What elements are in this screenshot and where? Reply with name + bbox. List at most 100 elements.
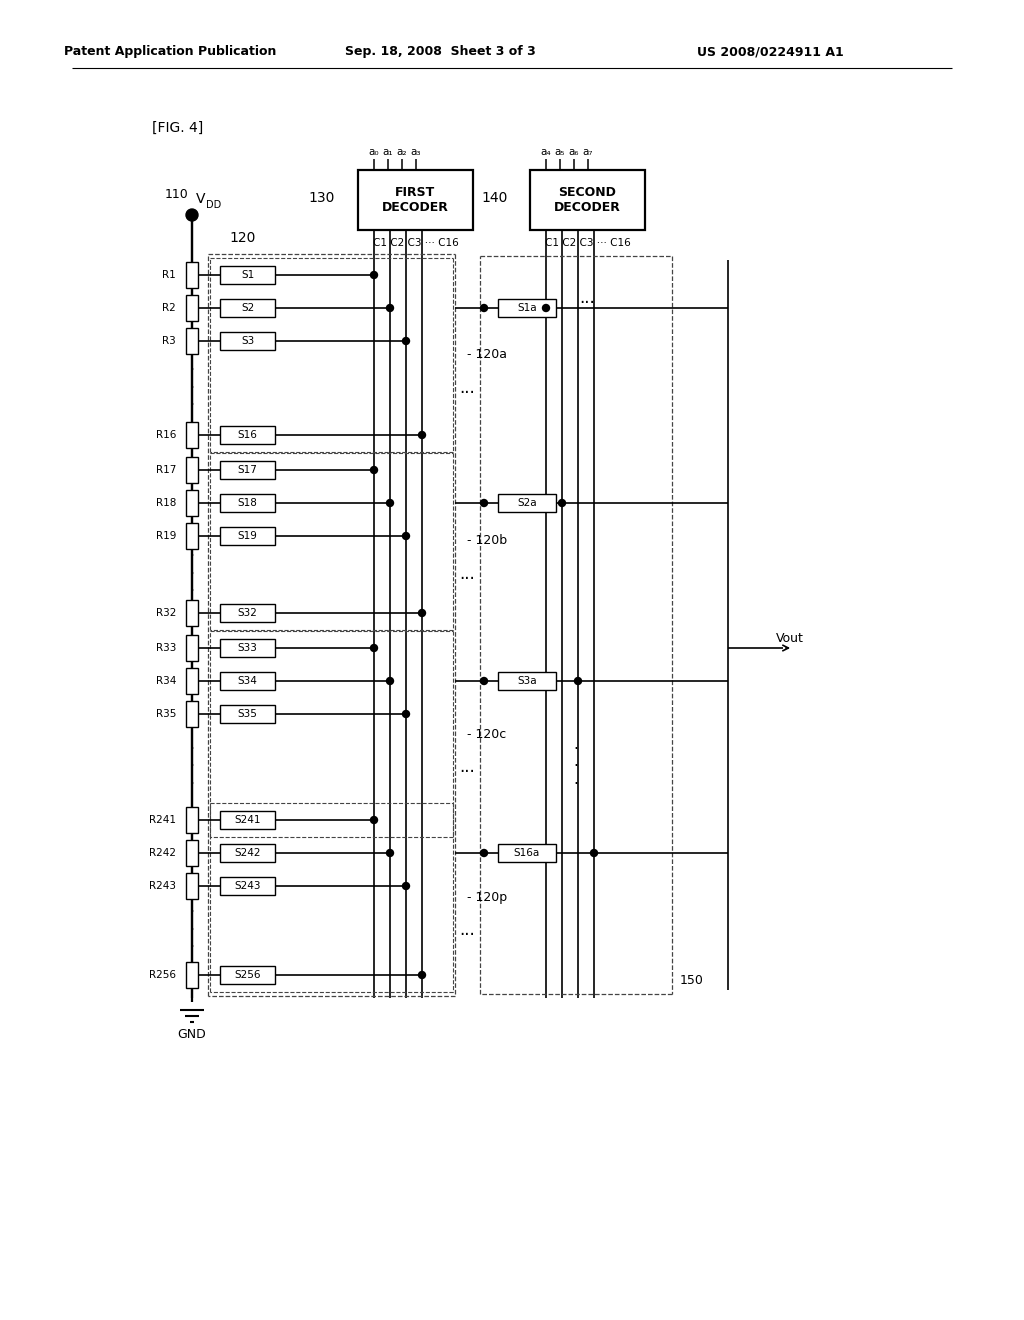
Circle shape xyxy=(386,499,393,507)
Bar xyxy=(530,170,645,230)
Bar xyxy=(186,422,198,447)
Bar xyxy=(220,843,275,862)
Text: R256: R256 xyxy=(150,970,176,979)
Text: a₁: a₁ xyxy=(383,147,393,157)
Text: Vout: Vout xyxy=(776,631,804,644)
Text: S3: S3 xyxy=(241,337,254,346)
Text: R1: R1 xyxy=(162,271,176,280)
Circle shape xyxy=(186,209,198,220)
Bar xyxy=(358,170,473,230)
Bar xyxy=(186,962,198,987)
Text: S1: S1 xyxy=(241,271,254,280)
Bar xyxy=(186,668,198,694)
Text: ·
·
·: · · · xyxy=(189,363,195,413)
Text: a₄: a₄ xyxy=(541,147,551,157)
Text: R19: R19 xyxy=(156,531,176,541)
Text: ·
·
·: · · · xyxy=(189,549,195,599)
Bar xyxy=(220,876,275,895)
Bar xyxy=(220,605,275,622)
Text: ·
·
·: · · · xyxy=(189,906,195,954)
Text: US 2008/0224911 A1: US 2008/0224911 A1 xyxy=(696,45,844,58)
Text: a₆: a₆ xyxy=(568,147,580,157)
Circle shape xyxy=(419,972,426,978)
Text: GND: GND xyxy=(177,1027,207,1040)
Bar xyxy=(498,494,556,512)
Text: 130: 130 xyxy=(308,191,335,205)
Text: R18: R18 xyxy=(156,498,176,508)
Bar xyxy=(186,490,198,516)
Bar xyxy=(220,300,275,317)
Bar xyxy=(186,701,198,727)
Text: 110: 110 xyxy=(164,189,188,202)
Text: - 120b: - 120b xyxy=(467,535,507,548)
Bar xyxy=(220,672,275,690)
Text: S243: S243 xyxy=(234,880,261,891)
Text: 120: 120 xyxy=(229,231,256,246)
Text: Sep. 18, 2008  Sheet 3 of 3: Sep. 18, 2008 Sheet 3 of 3 xyxy=(345,45,536,58)
Bar xyxy=(220,267,275,284)
Text: R35: R35 xyxy=(156,709,176,719)
Circle shape xyxy=(371,817,378,824)
Circle shape xyxy=(419,610,426,616)
Bar xyxy=(186,261,198,288)
Text: V: V xyxy=(196,191,206,206)
Bar xyxy=(186,327,198,354)
Bar xyxy=(220,333,275,350)
Text: S256: S256 xyxy=(234,970,261,979)
Circle shape xyxy=(371,272,378,279)
Circle shape xyxy=(386,850,393,857)
Circle shape xyxy=(371,644,378,652)
Text: S1a: S1a xyxy=(517,304,537,313)
Text: R32: R32 xyxy=(156,609,176,618)
Text: ·
·
·: · · · xyxy=(189,742,195,792)
Text: R243: R243 xyxy=(150,880,176,891)
Bar xyxy=(186,807,198,833)
Circle shape xyxy=(558,499,565,507)
Bar xyxy=(186,457,198,483)
Bar xyxy=(220,639,275,657)
Text: S18: S18 xyxy=(238,498,257,508)
Text: R3: R3 xyxy=(162,337,176,346)
Text: ·
·
·: · · · xyxy=(573,742,579,792)
Text: ...: ... xyxy=(459,379,475,397)
Circle shape xyxy=(480,499,487,507)
Text: a₇: a₇ xyxy=(583,147,593,157)
Text: S19: S19 xyxy=(238,531,257,541)
Bar xyxy=(498,843,556,862)
Text: FIRST
DECODER: FIRST DECODER xyxy=(382,186,449,214)
Bar xyxy=(186,840,198,866)
Bar xyxy=(186,873,198,899)
Text: Patent Application Publication: Patent Application Publication xyxy=(63,45,276,58)
Circle shape xyxy=(480,850,487,857)
Text: S3a: S3a xyxy=(517,676,537,686)
Text: S17: S17 xyxy=(238,465,257,475)
Text: 140: 140 xyxy=(481,191,508,205)
Text: 150: 150 xyxy=(680,974,703,986)
Text: a₂: a₂ xyxy=(396,147,408,157)
Text: C1 C2 C3 ··· C16: C1 C2 C3 ··· C16 xyxy=(545,238,631,248)
Text: R34: R34 xyxy=(156,676,176,686)
Text: R17: R17 xyxy=(156,465,176,475)
Text: - 120c: - 120c xyxy=(467,727,506,741)
Text: ...: ... xyxy=(459,921,475,939)
Text: S2: S2 xyxy=(241,304,254,313)
Bar xyxy=(186,635,198,661)
Circle shape xyxy=(386,677,393,685)
Text: R33: R33 xyxy=(156,643,176,653)
Bar xyxy=(220,426,275,444)
Circle shape xyxy=(402,710,410,718)
Circle shape xyxy=(480,305,487,312)
Text: ...: ... xyxy=(580,289,595,308)
Text: S35: S35 xyxy=(238,709,257,719)
Text: S16a: S16a xyxy=(514,847,540,858)
Text: SECOND
DECODER: SECOND DECODER xyxy=(554,186,621,214)
Bar xyxy=(220,810,275,829)
Bar xyxy=(220,705,275,723)
Circle shape xyxy=(591,850,597,857)
Bar xyxy=(186,601,198,626)
Text: S241: S241 xyxy=(234,814,261,825)
Text: S242: S242 xyxy=(234,847,261,858)
Circle shape xyxy=(574,677,582,685)
Text: - 120a: - 120a xyxy=(467,348,507,362)
Text: R16: R16 xyxy=(156,430,176,440)
